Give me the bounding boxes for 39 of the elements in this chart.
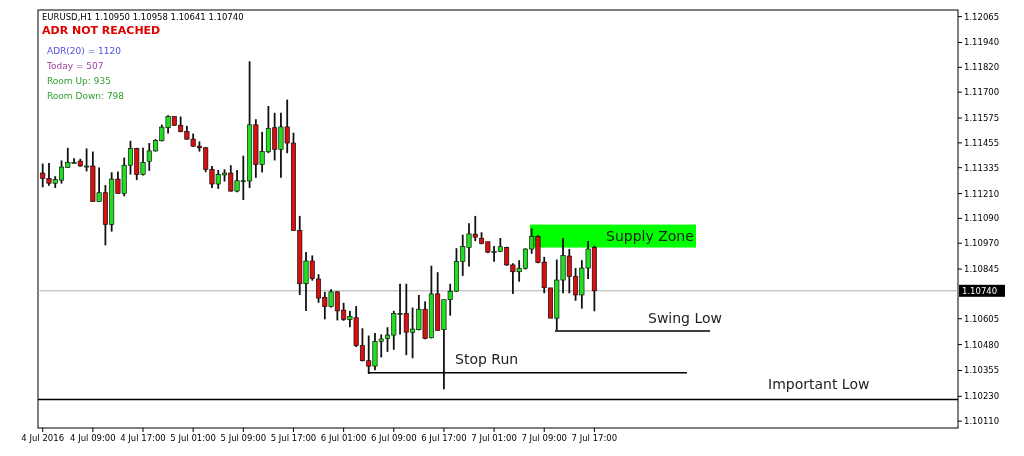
x-tick-label: 6 Jul 09:00 (370, 433, 417, 443)
x-tick-label: 5 Jul 17:00 (270, 433, 317, 443)
y-tick-label: 1.11090 (964, 213, 1000, 224)
x-tick-label: 6 Jul 01:00 (320, 433, 367, 443)
x-tick-label: 5 Jul 09:00 (220, 433, 267, 443)
x-tick-label: 7 Jul 17:00 (571, 433, 618, 443)
y-tick-label: 1.11700 (964, 87, 1000, 98)
x-tick-label: 4 Jul 2016 (21, 433, 65, 443)
y-tick-label: 1.12065 (964, 11, 1000, 22)
y-tick-label: 1.10110 (964, 416, 1000, 427)
x-tick-label: 7 Jul 01:00 (471, 433, 517, 443)
annotation: Room Down: 798 (47, 91, 125, 101)
y-tick-label: 1.11820 (964, 62, 1000, 73)
ref-line-label: Swing Low (648, 309, 723, 326)
annotation: Today = 507 (46, 61, 104, 71)
y-tick-label: 1.10480 (964, 339, 1000, 350)
y-tick-label: 1.10970 (964, 238, 1000, 249)
y-tick-label: 1.11575 (964, 112, 1000, 123)
x-tick-label: 5 Jul 01:00 (170, 433, 216, 443)
x-tick-label: 7 Jul 09:00 (521, 433, 568, 443)
y-tick-label: 1.10845 (964, 264, 1000, 275)
annotation: ADR NOT REACHED (42, 24, 161, 37)
ref-line-label: Important Low (768, 376, 870, 393)
y-tick-label: 1.11335 (964, 162, 1000, 173)
chart-title: EURUSD,H1 1.10950 1.10958 1.10641 1.10740 (42, 12, 244, 22)
annotation: Supply Zone (606, 227, 694, 244)
y-tick-label: 1.10355 (964, 365, 1000, 376)
annotation: Room Up: 935 (47, 76, 111, 86)
ref-line-label: Stop Run (455, 350, 519, 367)
annotation: ADR(20) = 1120 (47, 46, 122, 56)
y-tick-label: 1.11455 (964, 137, 1000, 148)
x-tick-label: 6 Jul 17:00 (421, 433, 467, 443)
ref-line-label: 1.10740 (962, 285, 998, 296)
y-tick-label: 1.10230 (964, 391, 1000, 402)
y-tick-label: 1.10605 (964, 313, 1000, 324)
x-tick-label: 4 Jul 17:00 (120, 433, 166, 443)
y-tick-label: 1.11940 (964, 37, 1000, 48)
x-tick-label: 4 Jul 09:00 (70, 433, 116, 443)
y-tick-label: 1.11210 (964, 188, 1000, 199)
